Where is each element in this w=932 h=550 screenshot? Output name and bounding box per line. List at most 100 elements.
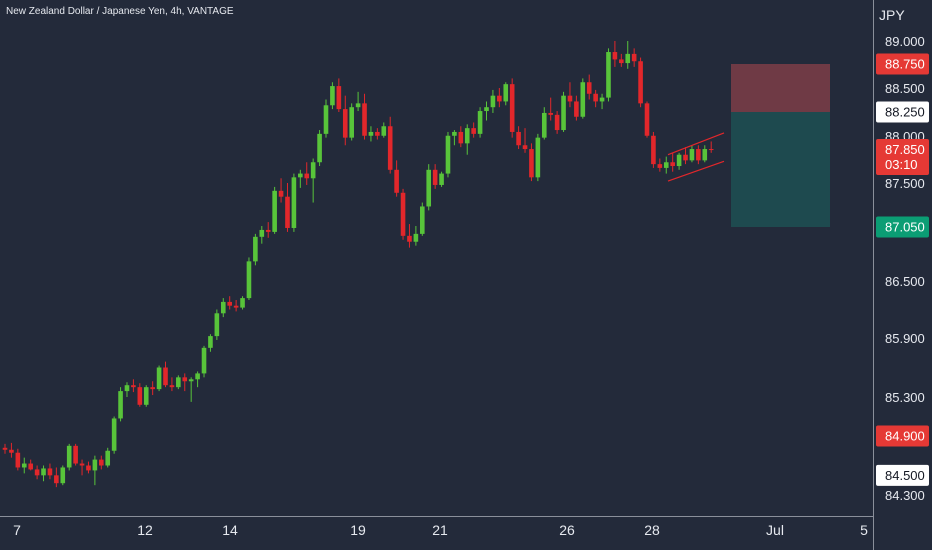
candle[interactable] xyxy=(34,465,40,480)
candle[interactable] xyxy=(355,91,361,112)
candle[interactable] xyxy=(131,379,136,393)
candle[interactable] xyxy=(400,188,406,240)
candle[interactable] xyxy=(696,145,701,165)
candle[interactable] xyxy=(214,309,220,340)
candle[interactable] xyxy=(689,145,695,163)
candle[interactable] xyxy=(259,226,265,244)
candle[interactable] xyxy=(163,361,168,388)
candle[interactable] xyxy=(195,371,200,388)
candle[interactable] xyxy=(336,78,342,112)
candle[interactable] xyxy=(41,465,46,482)
candle[interactable] xyxy=(670,152,675,172)
candle[interactable] xyxy=(86,461,91,474)
candle[interactable] xyxy=(503,82,509,106)
candle[interactable] xyxy=(599,93,605,110)
candle[interactable] xyxy=(529,143,534,182)
candle[interactable] xyxy=(561,91,566,132)
candle[interactable] xyxy=(554,111,560,134)
candle[interactable] xyxy=(298,169,303,188)
candle[interactable] xyxy=(663,156,669,174)
candle[interactable] xyxy=(619,53,624,67)
candle[interactable] xyxy=(657,158,663,172)
channel-lower-line[interactable] xyxy=(667,160,725,182)
candle[interactable] xyxy=(708,141,714,153)
candle[interactable] xyxy=(272,186,277,234)
candle[interactable] xyxy=(188,377,194,402)
candle[interactable] xyxy=(60,465,66,486)
candle[interactable] xyxy=(541,107,547,140)
candle[interactable] xyxy=(105,447,111,468)
candle[interactable] xyxy=(432,164,438,189)
candle[interactable] xyxy=(143,385,149,407)
candle[interactable] xyxy=(323,99,329,138)
candle[interactable] xyxy=(21,457,27,474)
candle[interactable] xyxy=(445,131,451,178)
candle[interactable] xyxy=(567,82,573,108)
candle[interactable] xyxy=(265,222,271,238)
candle[interactable] xyxy=(651,131,656,168)
candle[interactable] xyxy=(464,124,470,155)
candle[interactable] xyxy=(317,130,322,167)
candle[interactable] xyxy=(458,126,464,148)
candle[interactable] xyxy=(47,463,53,480)
candle[interactable] xyxy=(580,78,586,119)
candle[interactable] xyxy=(484,101,489,121)
candle[interactable] xyxy=(413,226,419,246)
candle[interactable] xyxy=(285,183,290,232)
candle[interactable] xyxy=(612,41,618,67)
candle[interactable] xyxy=(9,442,14,458)
candle[interactable] xyxy=(631,48,637,67)
candle[interactable] xyxy=(54,467,59,488)
candle[interactable] xyxy=(606,48,611,102)
candle[interactable] xyxy=(79,459,85,476)
candle[interactable] xyxy=(150,381,155,396)
candle[interactable] xyxy=(362,93,367,140)
candle[interactable] xyxy=(342,95,348,146)
candle[interactable] xyxy=(548,97,553,121)
candle[interactable] xyxy=(220,298,226,318)
candle[interactable] xyxy=(381,122,387,138)
candle[interactable] xyxy=(182,373,188,392)
candle[interactable] xyxy=(73,443,78,466)
candle[interactable] xyxy=(625,41,631,69)
candle[interactable] xyxy=(227,296,232,310)
candle[interactable] xyxy=(439,171,444,187)
candle[interactable] xyxy=(291,173,297,232)
candle[interactable] xyxy=(233,300,239,312)
candle[interactable] xyxy=(118,387,123,422)
zone-target[interactable] xyxy=(731,112,830,227)
candle[interactable] xyxy=(375,128,380,140)
candle[interactable] xyxy=(574,95,579,121)
candle[interactable] xyxy=(471,122,476,138)
candle[interactable] xyxy=(497,88,502,108)
candle[interactable] xyxy=(99,455,104,470)
candle[interactable] xyxy=(253,233,258,266)
candle[interactable] xyxy=(278,178,284,203)
candle[interactable] xyxy=(477,107,483,138)
candle[interactable] xyxy=(201,345,207,378)
zone-stop[interactable] xyxy=(731,64,830,112)
candle[interactable] xyxy=(349,103,354,141)
candle[interactable] xyxy=(111,416,117,454)
candle[interactable] xyxy=(66,443,72,471)
channel-upper-line[interactable] xyxy=(667,132,725,156)
candle[interactable] xyxy=(246,257,252,300)
candle[interactable] xyxy=(124,382,130,397)
candle[interactable] xyxy=(208,334,213,352)
candle[interactable] xyxy=(368,126,374,142)
candle[interactable] xyxy=(426,164,432,211)
candle[interactable] xyxy=(137,383,143,407)
candle[interactable] xyxy=(387,116,393,174)
candle[interactable] xyxy=(304,162,310,185)
candle[interactable] xyxy=(452,130,457,146)
candle[interactable] xyxy=(535,133,541,182)
candle[interactable] xyxy=(490,89,496,113)
candle[interactable] xyxy=(28,459,33,471)
candle[interactable] xyxy=(407,224,412,248)
candle[interactable] xyxy=(638,57,643,108)
candle[interactable] xyxy=(522,128,528,153)
candle[interactable] xyxy=(586,74,592,100)
candle[interactable] xyxy=(176,375,181,390)
candle[interactable] xyxy=(240,296,245,310)
